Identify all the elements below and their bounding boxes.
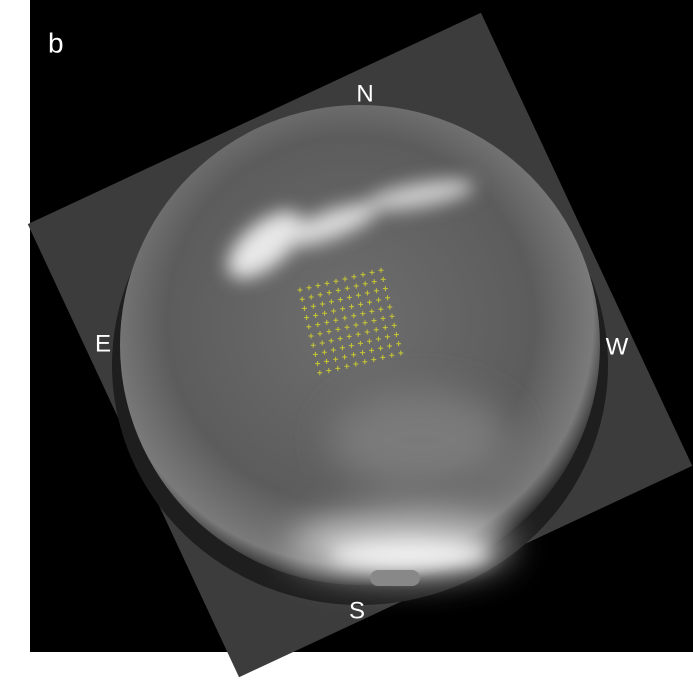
panel-label: b [48,27,64,58]
north-label: N [356,80,373,107]
south-label: S [349,597,365,624]
east-label: E [95,330,111,357]
sky-image: b N E W S [0,0,693,681]
west-label: W [606,333,629,360]
page: b N E W S (() => { const data = JSON.par… [0,0,693,681]
camera-housing [370,570,420,586]
